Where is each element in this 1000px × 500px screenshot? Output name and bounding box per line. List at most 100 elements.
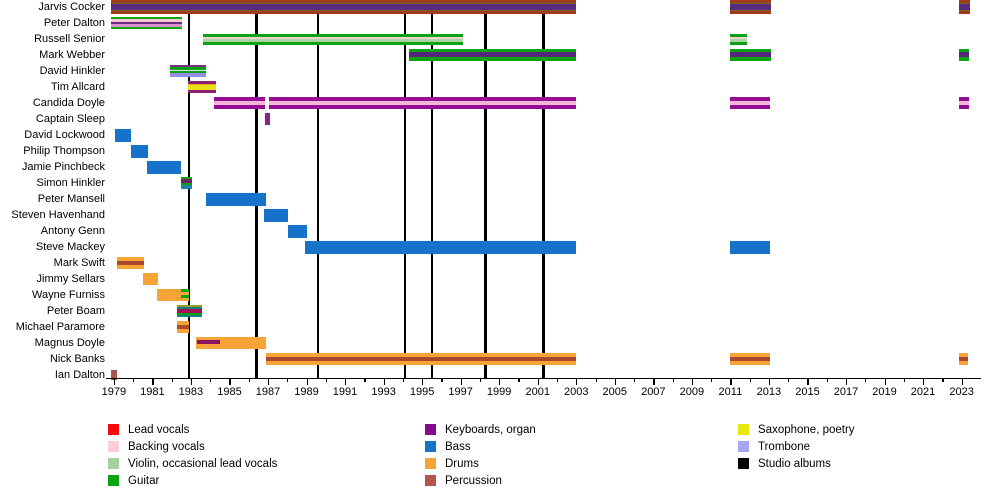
bar-stripe: [110, 24, 183, 27]
legend-swatch: [425, 424, 436, 435]
member-label: Peter Mansell: [37, 193, 105, 205]
x-minor-tick: [672, 379, 674, 382]
legend-swatch: [738, 441, 749, 452]
bar-stripe: [110, 4, 577, 10]
member-label: David Lockwood: [24, 129, 105, 141]
bar-stripe: [203, 36, 463, 39]
x-minor-tick: [518, 379, 520, 382]
x-tick-label: 2003: [564, 386, 589, 398]
x-major-tick: [730, 379, 732, 385]
member-label: David Hinkler: [39, 65, 105, 77]
x-minor-tick: [479, 379, 482, 382]
bar-stripe: [181, 292, 189, 295]
timeline-bar: [110, 0, 577, 15]
member-label: Jimmy Sellars: [36, 273, 105, 285]
x-minor-tick: [942, 379, 944, 382]
x-major-tick: [190, 379, 193, 385]
bar-stripe: [730, 56, 771, 61]
bar-stripe: [958, 0, 971, 4]
bar-stripe: [268, 105, 577, 109]
legend-item: Studio albums: [738, 457, 831, 470]
bar-stripe: [730, 0, 771, 4]
bar-stripe: [958, 357, 969, 361]
legend-item: Percussion: [425, 474, 502, 487]
member-label: Peter Boam: [46, 305, 105, 317]
bar-stripe: [730, 49, 771, 53]
member-label: Antony Genn: [40, 225, 105, 237]
timeline-bar: [268, 97, 577, 109]
bar-stripe: [268, 97, 577, 101]
legend-swatch: [738, 424, 749, 435]
studio-album-line: [542, 0, 545, 378]
timeline-bar: [264, 208, 289, 222]
legend-swatch: [738, 458, 749, 469]
timeline-bar: [114, 128, 132, 142]
bar-stripe: [181, 179, 192, 183]
x-major-tick: [422, 379, 424, 385]
studio-album-line: [316, 0, 320, 378]
bar-stripe: [116, 265, 144, 269]
bar-stripe: [266, 357, 577, 361]
legend-item: Trombone: [738, 440, 810, 453]
x-minor-tick: [133, 379, 135, 382]
bar-stripe: [188, 84, 216, 86]
bar-stripe: [214, 105, 266, 109]
x-minor-tick: [595, 379, 597, 382]
x-minor-tick: [903, 379, 905, 382]
bar-stripe: [958, 353, 969, 357]
timeline-bar: [730, 353, 770, 365]
timeline-bar: [177, 304, 203, 318]
x-major-tick: [614, 379, 616, 385]
x-tick-label: 2021: [910, 386, 936, 398]
x-minor-tick: [325, 379, 327, 382]
member-label: Jamie Pinchbeck: [21, 161, 105, 173]
x-major-tick: [884, 379, 886, 385]
bar-stripe: [730, 240, 770, 254]
x-minor-tick: [287, 379, 289, 382]
member-label: Mark Swift: [53, 257, 105, 269]
studio-album-line: [403, 0, 407, 378]
bar-stripe: [264, 208, 289, 222]
bar-stripe: [110, 10, 577, 15]
member-label: Ian Dalton: [54, 369, 105, 381]
x-tick-label: 2019: [872, 386, 897, 398]
legend-label: Studio albums: [758, 457, 831, 470]
x-tick-label: 2001: [525, 386, 550, 398]
x-tick-label: 1993: [371, 386, 396, 398]
bar-stripe: [206, 192, 267, 206]
x-major-tick: [152, 379, 154, 385]
x-tick-label: 2017: [833, 386, 859, 398]
x-tick-label: 1985: [217, 386, 242, 398]
x-major-tick: [845, 379, 848, 385]
timeline-bar: [181, 177, 192, 189]
x-tick-label: 2005: [602, 386, 628, 398]
bar-stripe: [177, 304, 203, 307]
timeline-bar: [408, 49, 577, 61]
x-axis-line: [106, 378, 981, 380]
timeline-bar: [958, 353, 969, 365]
x-tick-label: 1995: [409, 386, 435, 398]
x-major-tick: [383, 379, 385, 385]
timeline-bar: [958, 0, 971, 15]
timeline-bar: [177, 321, 189, 333]
bar-stripe: [110, 9, 577, 11]
bar-stripe: [177, 312, 203, 316]
x-major-tick: [807, 379, 809, 385]
bar-stripe: [730, 9, 771, 11]
legend-label: Violin, occasional lead vocals: [128, 457, 278, 470]
member-label: Michael Paramore: [15, 321, 105, 333]
bar-stripe: [177, 321, 189, 325]
bar-stripe: [114, 128, 132, 142]
x-tick-label: 2007: [641, 386, 666, 398]
x-minor-tick: [171, 379, 173, 382]
timeline-bar: [730, 97, 770, 109]
bar-stripe: [958, 49, 970, 53]
x-minor-tick: [826, 379, 828, 382]
member-label: Steven Havenhand: [11, 209, 105, 221]
member-label: Philip Thompson: [23, 145, 105, 157]
x-major-tick: [768, 379, 771, 385]
bar-stripe: [157, 289, 184, 301]
bar-stripe: [181, 177, 192, 180]
legend-swatch: [425, 458, 436, 469]
legend-item: Bass: [425, 440, 471, 453]
